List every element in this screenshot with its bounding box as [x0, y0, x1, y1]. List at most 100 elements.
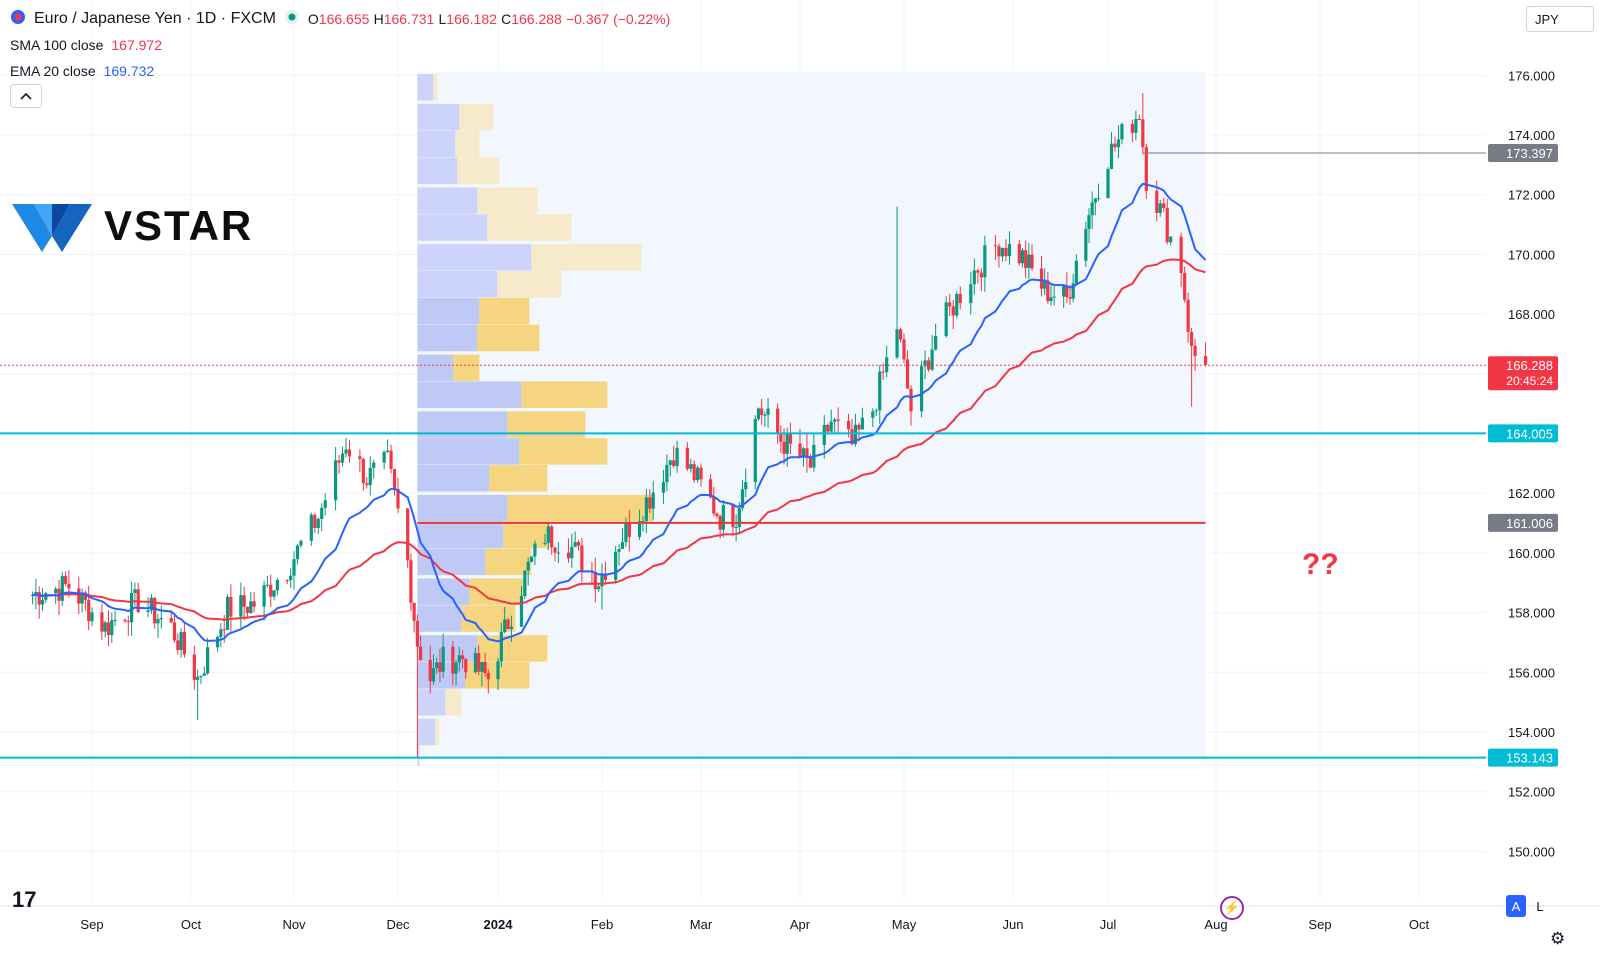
tradingview-logo[interactable]: 17: [12, 887, 36, 913]
candle-body: [334, 460, 338, 501]
candle: [1186, 292, 1190, 343]
time-axis: Sep Oct Nov Dec 2024 Feb Mar Apr May Jun Jul Aug Sep…: [80, 917, 1429, 932]
candle-body: [753, 418, 757, 483]
candle: [344, 437, 348, 458]
candle: [412, 602, 416, 633]
time-tick-label: Sep: [1308, 917, 1331, 932]
candle-body: [153, 597, 157, 624]
vp-up-bar: [417, 214, 488, 241]
candle-body: [196, 676, 200, 680]
indicator-sma[interactable]: SMA 100 close 167.972: [10, 32, 670, 58]
price-tick-label: 158.000: [1508, 606, 1555, 621]
candle: [262, 580, 266, 621]
candle-body: [1096, 198, 1101, 200]
candle: [979, 268, 983, 292]
candle-body: [454, 662, 458, 674]
vp-up-bar: [417, 297, 480, 325]
currency-selector[interactable]: JPY: [1526, 6, 1594, 32]
candle-body: [435, 662, 439, 669]
vp-up-bar: [417, 381, 522, 408]
vp-down-bar: [521, 381, 608, 408]
candle-body: [833, 419, 837, 422]
candle-body: [206, 647, 210, 674]
candle: [44, 591, 48, 604]
price-tag-label: 173.397: [1506, 146, 1553, 161]
indicator-ema[interactable]: EMA 20 close 169.732: [10, 58, 670, 84]
vp-down-bar: [489, 465, 548, 492]
candle: [1043, 268, 1047, 295]
candle: [435, 657, 439, 675]
gear-icon[interactable]: ⚙: [1550, 929, 1566, 948]
vp-down-bar: [477, 324, 540, 352]
flash-icon[interactable]: ⚡: [1220, 896, 1244, 920]
candle-body: [1030, 254, 1034, 269]
candle-body: [878, 371, 882, 411]
candle: [860, 407, 864, 430]
candle-body: [499, 631, 503, 662]
candle: [428, 645, 432, 694]
candle: [239, 582, 243, 628]
candle: [215, 635, 220, 652]
candle: [874, 408, 878, 417]
candle: [651, 480, 655, 520]
candle-body: [822, 424, 826, 445]
symbol-title[interactable]: Euro / Japanese Yen · 1D · FXCM: [34, 10, 276, 27]
candle: [997, 243, 1001, 268]
sma-100-line: [32, 258, 1206, 621]
candle-body: [409, 560, 413, 603]
candle: [60, 571, 64, 607]
candle-body: [1062, 286, 1066, 297]
candle-body: [948, 302, 952, 307]
candle-body: [1179, 236, 1183, 273]
price-tick-label: 162.000: [1508, 486, 1555, 501]
candle-body: [252, 601, 256, 607]
candle-body: [734, 526, 738, 528]
candle-body: [225, 596, 230, 630]
candle: [1162, 197, 1166, 212]
candle-body: [715, 513, 719, 517]
candle-body: [457, 655, 461, 663]
candle: [454, 660, 458, 686]
price-tick-label: 172.000: [1508, 188, 1555, 203]
log-scale-button[interactable]: L: [1536, 898, 1544, 914]
ema-label: EMA 20 close: [10, 63, 96, 79]
candle: [955, 291, 959, 319]
candle-body: [295, 545, 300, 560]
candle-body: [766, 408, 770, 415]
candle-body: [337, 460, 341, 463]
auto-scale-button[interactable]: A: [1506, 895, 1526, 917]
candle-body: [685, 447, 689, 469]
vp-up-bar: [417, 465, 490, 492]
price-tag-high-marker: 173.397: [1488, 143, 1558, 162]
collapse-legend-button[interactable]: [10, 84, 42, 108]
candle: [87, 585, 91, 631]
candle-body: [40, 599, 45, 605]
candle-body: [313, 514, 317, 528]
candle-body: [179, 632, 183, 651]
vp-down-bar: [455, 130, 480, 158]
candle-body: [372, 462, 376, 468]
candle: [919, 360, 924, 418]
candle: [406, 507, 410, 568]
candle: [523, 570, 527, 599]
high-label: H: [373, 10, 384, 27]
candle: [1183, 266, 1187, 303]
price-tick-label: 152.000: [1508, 785, 1555, 800]
candle-body: [1190, 332, 1194, 346]
candle: [734, 514, 738, 542]
candle-body: [533, 543, 537, 557]
ohlc-values: O166.655 H166.731 L166.182 C166.288 −0.3…: [308, 11, 670, 28]
candle-body: [386, 450, 390, 452]
candles: [31, 93, 1208, 758]
candle: [902, 333, 906, 364]
candle: [37, 586, 41, 619]
candle-body: [923, 360, 927, 367]
candle-body: [1144, 147, 1148, 191]
price-tag-horizontal-level: 153.143: [1488, 748, 1558, 767]
candle: [833, 417, 837, 435]
candle: [553, 547, 557, 562]
candle-body: [1162, 203, 1166, 209]
vp-down-bar: [477, 187, 538, 214]
candle: [788, 422, 793, 455]
